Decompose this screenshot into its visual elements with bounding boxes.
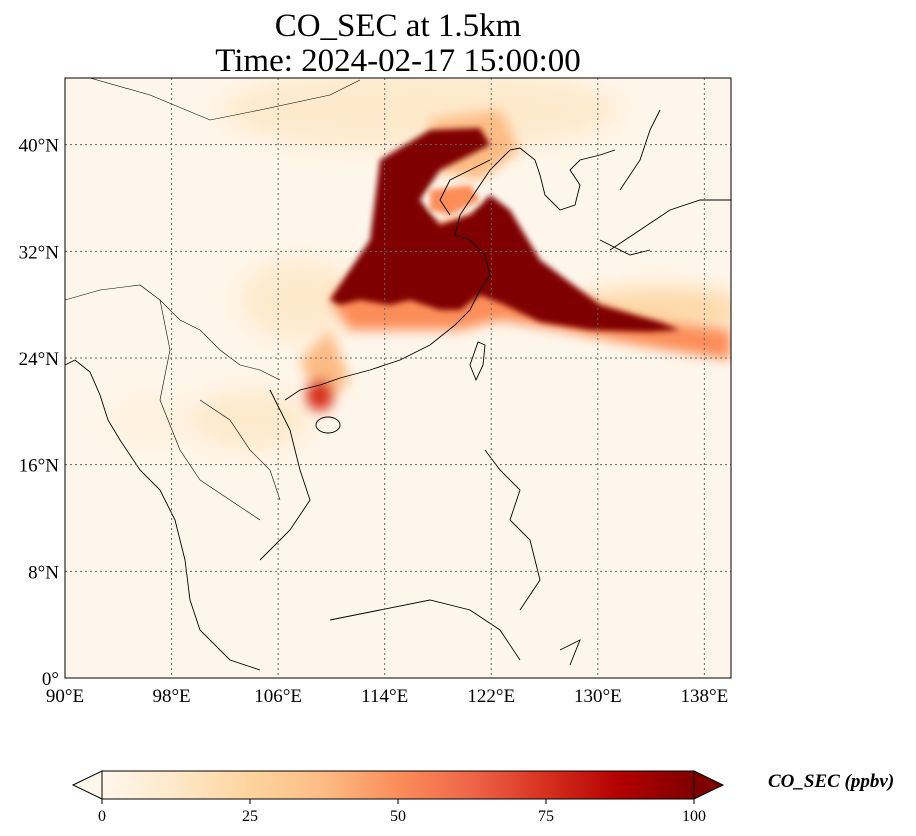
- lon-tick-label: 130°E: [574, 686, 622, 707]
- colorbar-tick-label: 100: [682, 808, 706, 825]
- co-concentration-field: [110, 78, 731, 450]
- lat-tick-label: 8°N: [28, 562, 59, 583]
- lat-tick-label: 24°N: [19, 349, 60, 370]
- lon-tick-label: 106°E: [254, 686, 302, 707]
- colorbar-tick-label: 25: [242, 808, 258, 825]
- map-title-line2: Time: 2024-02-17 15:00:00: [215, 43, 581, 79]
- lon-tick-label: 90°E: [46, 686, 84, 707]
- lat-tick-label: 0°: [42, 669, 59, 690]
- map-frame: [64, 77, 732, 679]
- lat-tick-label: 32°N: [19, 242, 60, 263]
- coastlines: [65, 109, 731, 671]
- lon-tick-label: 114°E: [361, 686, 408, 707]
- lon-tick-label: 122°E: [467, 686, 515, 707]
- gridlines: [65, 78, 731, 678]
- colorbar-label: CO_SEC (ppbv): [768, 771, 895, 792]
- colorbar-min-extend: [71, 770, 103, 800]
- lat-tick-label: 40°N: [19, 136, 60, 157]
- lat-tick-label: 16°N: [19, 456, 60, 477]
- axis-ticks: 90°E 98°E 106°E 114°E 122°E 130°E 138°E 0° 8°N 16…: [19, 136, 729, 707]
- colorbar-tick-label: 75: [538, 808, 554, 825]
- country-borders: [65, 78, 361, 521]
- colorbar: 0 25 50 75 100: [71, 770, 725, 825]
- colorbar-gradient: [102, 771, 694, 799]
- lon-tick-label: 98°E: [152, 686, 190, 707]
- colorbar-tick-label: 50: [390, 808, 406, 825]
- lon-tick-label: 138°E: [681, 686, 729, 707]
- colorbar-max-extend: [693, 770, 725, 800]
- map-title-line1: CO_SEC at 1.5km: [274, 8, 522, 44]
- colorbar-tick-label: 0: [98, 808, 106, 825]
